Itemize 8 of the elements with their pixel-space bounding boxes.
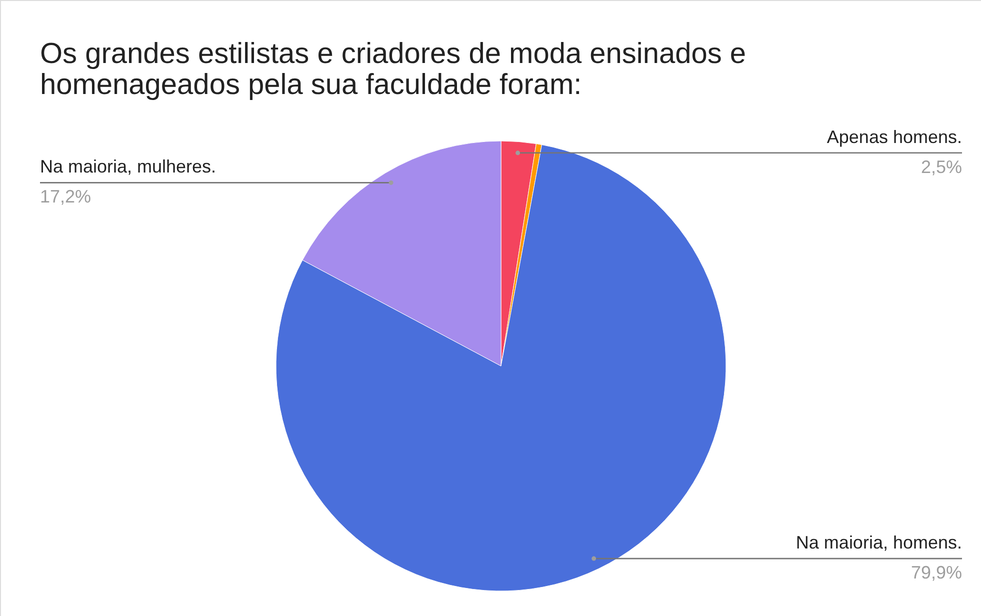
data-label: 17,2%	[40, 186, 92, 207]
data-label: 2,5%	[920, 156, 962, 177]
pie-slice	[276, 144, 726, 592]
slice-label: Na maioria, homens.	[796, 532, 962, 553]
chart-title: Os grandes estilistas e criadores de moda ensinados e homenageados pela sua faculdade foram:	[40, 38, 746, 101]
slice-label: Na maioria, mulheres.	[40, 156, 216, 177]
slice-label: Apenas homens.	[826, 126, 962, 147]
data-label: 79,9%	[910, 562, 962, 583]
